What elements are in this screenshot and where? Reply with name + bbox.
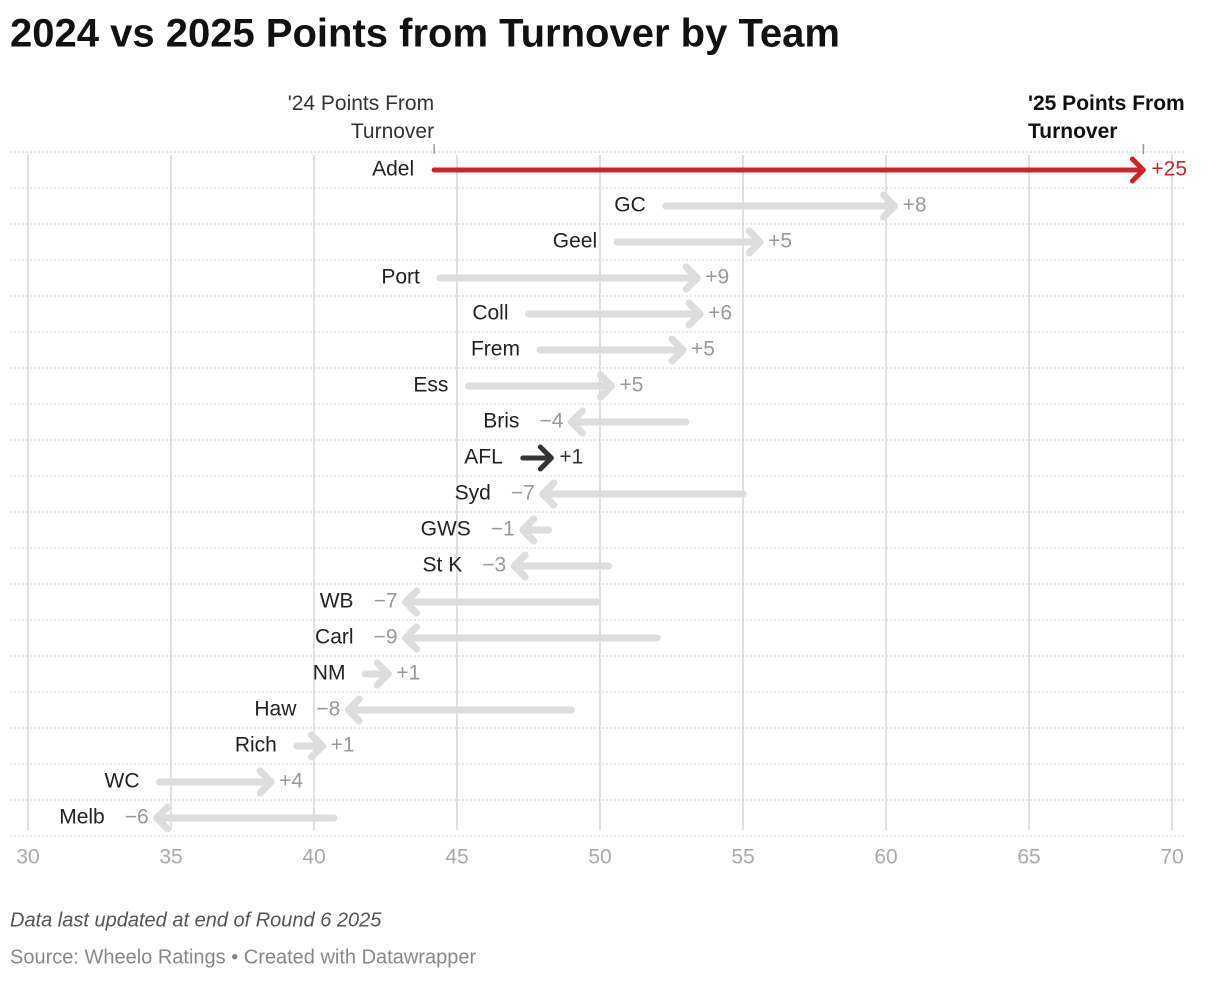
arrow-head [596,371,615,401]
change-label: +9 [705,266,729,289]
category-label: Rich [235,734,277,757]
arrow [520,444,554,472]
change-label: +6 [708,302,732,325]
arrow [293,731,327,761]
arrow [539,479,747,509]
arrow-head [510,551,529,581]
arrow-head [745,227,764,257]
category-label: Ess [413,374,448,397]
change-label: +5 [619,374,643,397]
arrow-head [685,299,704,329]
x-tick-label: 70 [1160,846,1183,869]
category-label: Frem [471,338,520,361]
category-label: AFL [464,446,503,469]
arrow-head [668,335,687,365]
category-label: Syd [455,482,491,505]
x-tick-label: 30 [16,846,39,869]
arrow [402,623,661,653]
category-label: Bris [483,410,519,433]
category-label: Carl [315,626,354,649]
x-tick-label: 50 [588,846,611,869]
source: Source: Wheelo Ratings • Created with Da… [10,946,476,968]
arrow [662,191,899,221]
category-label: NM [313,662,346,685]
arrow-head [308,731,327,761]
arrow [431,156,1146,184]
change-label: −1 [491,518,515,541]
x-tick-label: 65 [1017,846,1040,869]
change-label: +1 [559,446,583,469]
change-label: −3 [482,554,506,577]
arrow-head [344,695,363,725]
arrow-head [1129,156,1146,184]
arrow [402,587,601,617]
arrow [361,659,392,689]
arrow-head [567,407,586,437]
arrow [536,335,687,365]
arrow [464,371,615,401]
arrow-head [153,803,172,833]
arrow-head [373,659,392,689]
category-label: GC [614,194,646,217]
category-label: Coll [472,302,508,325]
x-tick-label: 40 [302,846,325,869]
change-label: +25 [1151,158,1187,181]
change-label: −9 [374,626,398,649]
category-label: St K [423,554,463,577]
change-label: +1 [396,662,420,685]
arrow-head [519,515,538,545]
chart-title: 2024 vs 2025 Points from Turnover by Tea… [10,12,840,56]
category-label: WB [320,590,354,613]
note: Data last updated at end of Round 6 2025 [10,909,382,931]
arrow [519,515,553,545]
change-label: −6 [125,806,149,829]
arrow-head [402,623,421,653]
category-label: Adel [372,158,414,181]
change-label: +5 [691,338,715,361]
change-label: −7 [511,482,535,505]
change-label: +5 [768,230,792,253]
series-label: '25 Points From Turnover [1028,92,1185,143]
x-tick-label: 60 [874,846,897,869]
category-label: Port [381,266,420,289]
change-label: +4 [279,770,303,793]
change-label: −7 [374,590,398,613]
category-label: Melb [59,806,105,829]
x-tick-label: 35 [159,846,182,869]
change-label: −4 [539,410,563,433]
arrow-head [256,767,275,797]
change-label: +1 [331,734,355,757]
arrow-head [682,263,701,293]
arrow [156,767,275,797]
arrow-head [539,479,558,509]
x-tick-label: 45 [445,846,468,869]
category-label: Haw [254,698,297,721]
arrow-head [537,444,554,472]
category-label: GWS [421,518,471,541]
arrow [510,551,613,581]
arrow [525,299,704,329]
category-label: Geel [553,230,597,253]
change-label: +8 [903,194,927,217]
arrow [344,695,575,725]
x-tick-label: 55 [731,846,754,869]
arrow [567,407,690,437]
category-label: WC [105,770,140,793]
arrow [153,803,338,833]
arrow [613,227,764,257]
arrow [436,263,701,293]
arrow-head [880,191,899,221]
arrow-head [402,587,421,617]
series-label: '24 Points From Turnover [288,92,434,143]
change-label: −8 [316,698,340,721]
